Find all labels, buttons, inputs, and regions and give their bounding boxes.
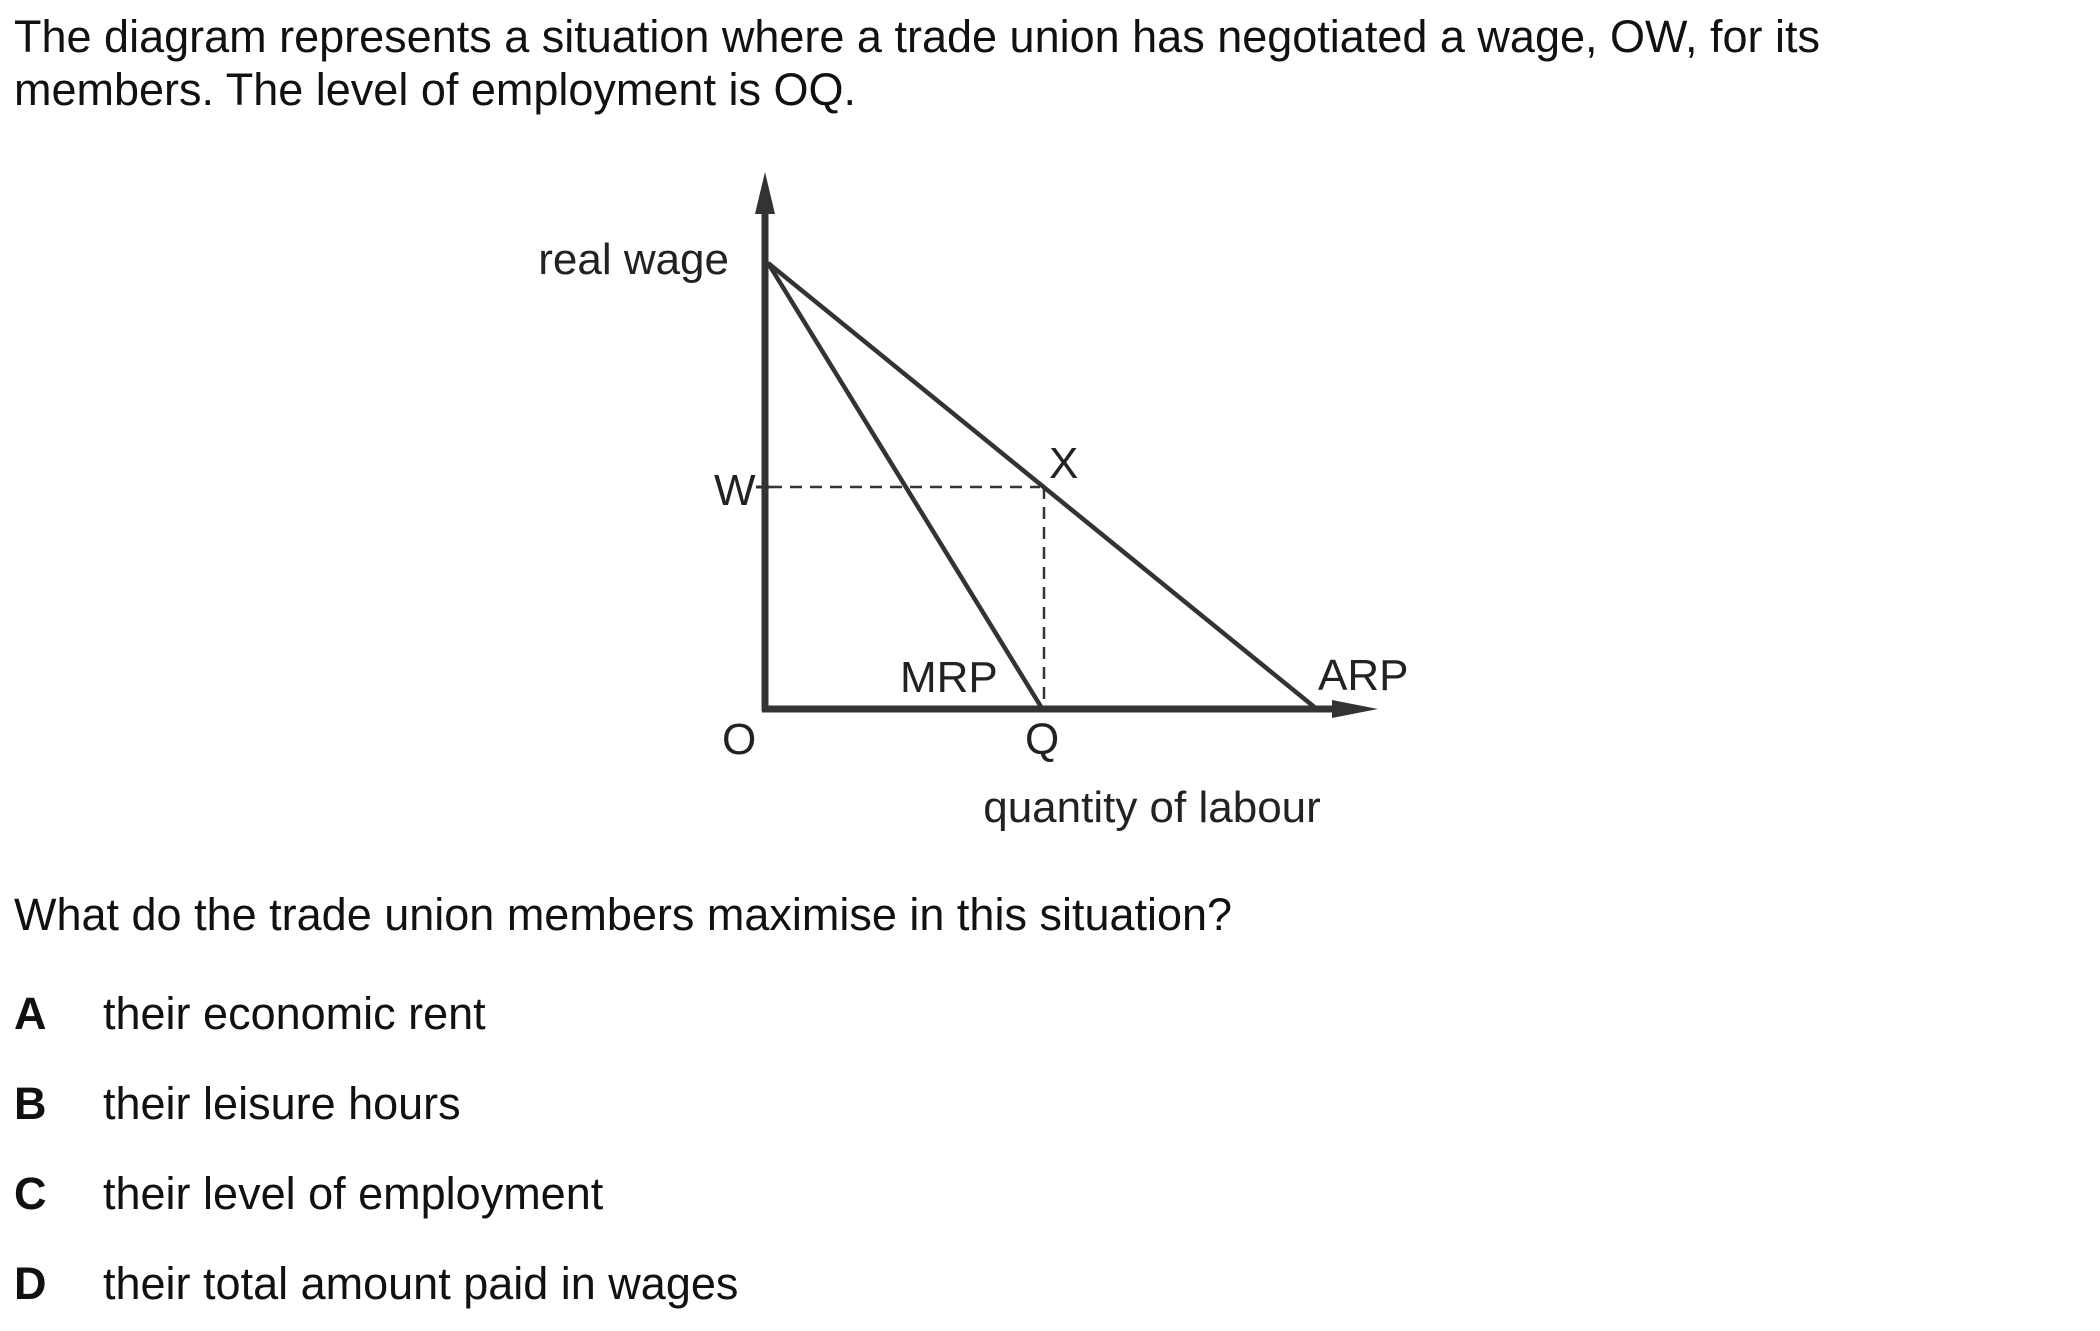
stem-line-2: members. The level of employment is OQ. (14, 64, 856, 115)
mrp-line (766, 261, 1045, 712)
arp-label: ARP (1318, 651, 1408, 700)
option-a-text: their economic rent (103, 988, 486, 1039)
x-axis-label: quantity of labour (983, 783, 1321, 832)
origin-label: O (722, 715, 756, 764)
option-b-text: their leisure hours (103, 1078, 461, 1129)
wage-label: W (714, 466, 756, 515)
option-b-letter: B (14, 1078, 47, 1129)
y-axis-arrow (755, 172, 775, 214)
point-x-label: X (1049, 439, 1078, 488)
question-stem: The diagram represents a situation where… (14, 10, 2009, 116)
stem-line-1: The diagram represents a situation where… (14, 11, 1821, 62)
quantity-label: Q (1025, 715, 1059, 764)
x-axis-arrow (1332, 700, 1378, 718)
arp-line (766, 261, 1320, 712)
option-c-letter: C (14, 1168, 47, 1219)
y-axis-label: real wage (538, 235, 729, 284)
option-c-text: their level of employment (103, 1168, 604, 1219)
question-text: What do the trade union members maximise… (14, 889, 1233, 940)
option-d-letter: D (14, 1258, 47, 1309)
option-d-text: their total amount paid in wages (103, 1258, 739, 1309)
mrp-label: MRP (900, 653, 998, 702)
option-a-letter: A (14, 988, 47, 1039)
